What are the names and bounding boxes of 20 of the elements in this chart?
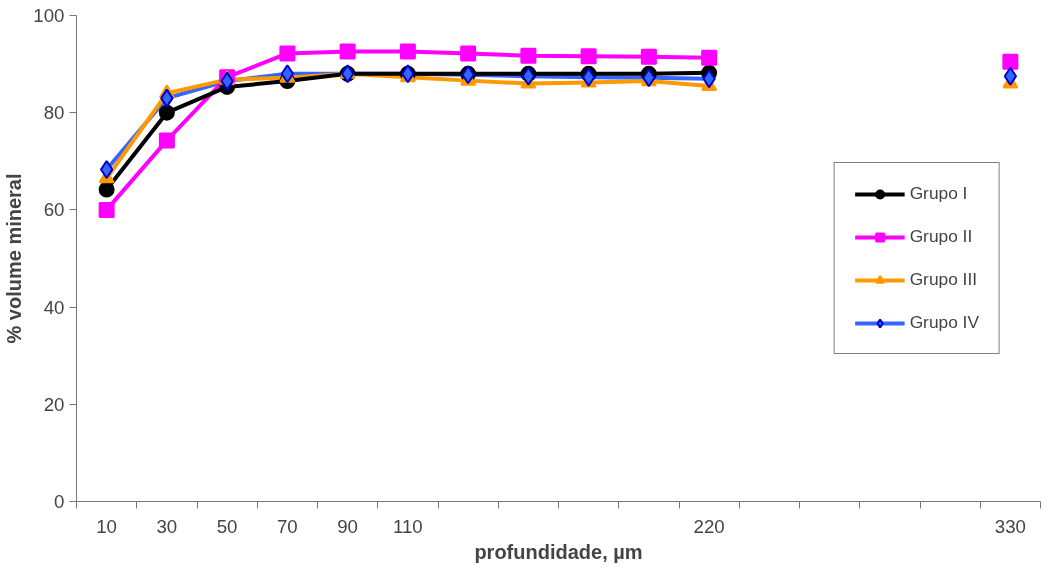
legend-label: Grupo III [909,269,978,290]
y-tick-label: 40 [43,296,65,318]
x-tick-label: 330 [994,515,1026,537]
y-tick-label: 20 [43,393,65,415]
y-tick-label: 0 [54,491,65,512]
legend-label: Grupo IV [909,312,979,333]
x-tick-label: 50 [216,515,238,537]
x-tick-label: 30 [156,515,178,537]
legend-label: Grupo II [909,226,973,247]
y-axis-title: % volume mineral [3,173,26,344]
legend-label: Grupo I [909,183,968,204]
y-tick-label: 60 [43,199,65,221]
x-tick-label: 70 [277,515,298,537]
x-tick-label: 110 [393,515,423,537]
x-tick-label: 10 [96,515,118,537]
y-tick-label: 80 [43,102,65,124]
y-tick-label: 100 [33,5,65,26]
x-axis-title: profundidade, µm [474,540,643,563]
x-tick-label: 220 [693,515,725,537]
x-tick-label: 90 [337,515,359,537]
